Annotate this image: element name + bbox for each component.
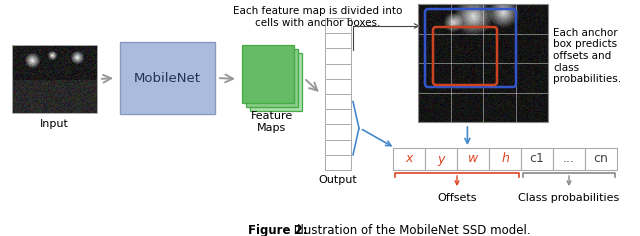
- Bar: [12, 45, 97, 113]
- Text: Each anchor
box predicts
offsets and
class
probabilities.: Each anchor box predicts offsets and cla…: [553, 28, 621, 84]
- Bar: [120, 42, 215, 114]
- Bar: [242, 45, 294, 103]
- Bar: [457, 148, 489, 170]
- Text: Illustration of the MobileNet SSD model.: Illustration of the MobileNet SSD model.: [290, 224, 531, 236]
- Bar: [585, 148, 617, 170]
- Bar: [325, 48, 351, 63]
- Text: ...: ...: [563, 152, 575, 165]
- Text: w: w: [468, 152, 478, 165]
- Text: Input: Input: [40, 119, 69, 129]
- Bar: [393, 148, 425, 170]
- Text: Each feature map is divided into
cells with anchor boxes.: Each feature map is divided into cells w…: [234, 6, 403, 28]
- Bar: [325, 33, 351, 48]
- Bar: [418, 4, 548, 122]
- Bar: [325, 155, 351, 170]
- Bar: [325, 79, 351, 94]
- Text: MobileNet: MobileNet: [134, 72, 201, 84]
- Bar: [325, 63, 351, 79]
- Bar: [521, 148, 553, 170]
- Bar: [325, 18, 351, 33]
- Bar: [425, 148, 457, 170]
- Bar: [325, 140, 351, 155]
- Text: Class probabilities: Class probabilities: [518, 193, 620, 203]
- Text: Output: Output: [319, 175, 357, 185]
- Bar: [553, 148, 585, 170]
- Text: Offsets: Offsets: [437, 193, 477, 203]
- Text: Figure 2:: Figure 2:: [248, 224, 308, 236]
- Text: h: h: [501, 152, 509, 165]
- Bar: [250, 53, 302, 111]
- Bar: [246, 49, 298, 107]
- Bar: [325, 94, 351, 109]
- Text: Feature
Maps: Feature Maps: [251, 111, 293, 133]
- Text: y: y: [437, 152, 445, 165]
- Bar: [325, 124, 351, 140]
- Text: x: x: [405, 152, 413, 165]
- Bar: [325, 109, 351, 124]
- Text: c1: c1: [529, 152, 545, 165]
- Bar: [489, 148, 521, 170]
- Text: cn: cn: [593, 152, 609, 165]
